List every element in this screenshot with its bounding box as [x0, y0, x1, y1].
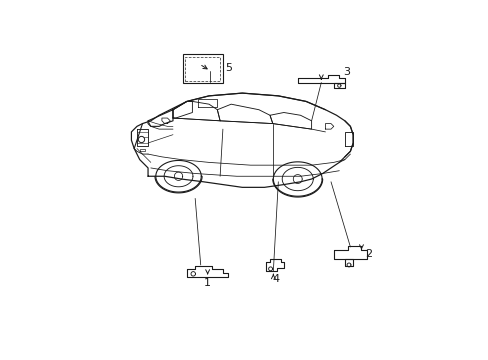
Text: 2: 2	[364, 249, 371, 259]
Bar	[183, 54, 223, 84]
Text: 5: 5	[224, 63, 231, 73]
Bar	[185, 57, 220, 81]
Text: 4: 4	[271, 274, 279, 284]
Text: 3: 3	[342, 67, 349, 77]
Text: 1: 1	[203, 278, 211, 288]
